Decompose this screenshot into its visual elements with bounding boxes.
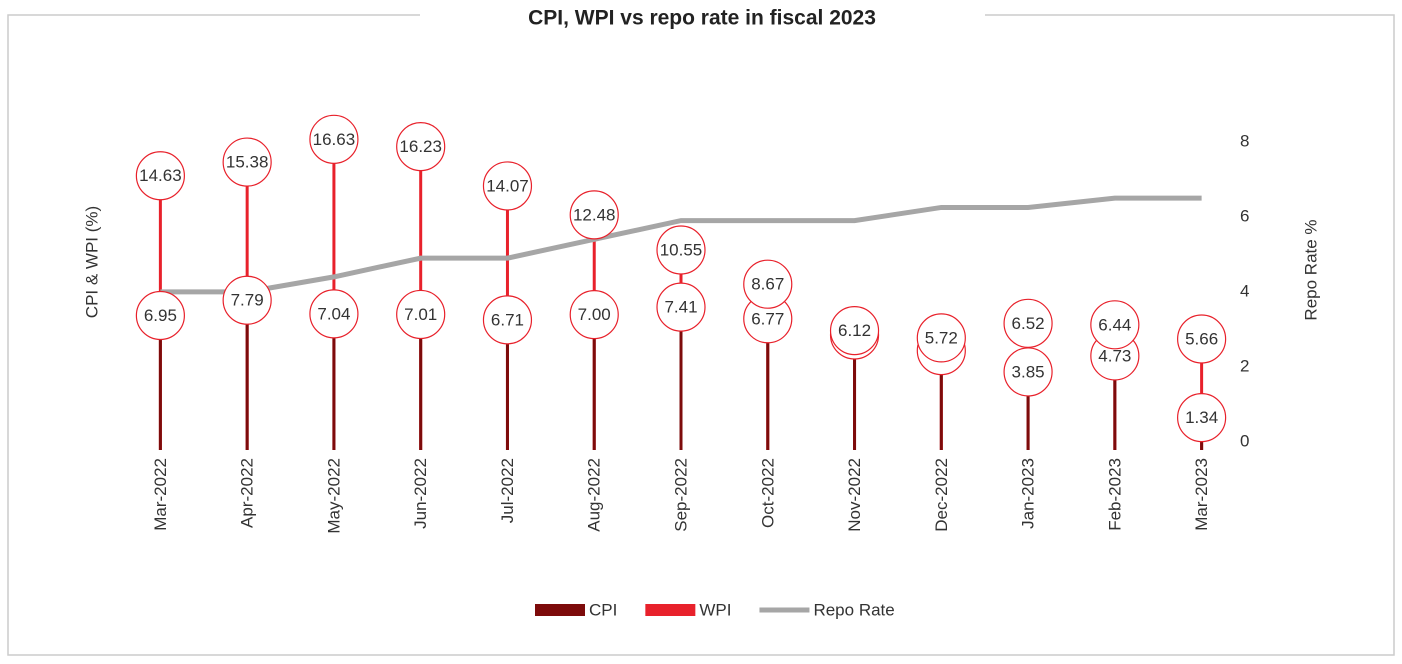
value-bubble [569,190,619,240]
value-label: 16.63 [313,130,356,149]
value-bubble [829,306,880,356]
value-bubble [916,313,966,363]
value-bubble [222,275,272,325]
value-label: 15.38 [226,153,269,172]
value-bubble [1003,298,1053,348]
value-label: 6.95 [144,306,177,325]
x-tick-label: Sep-2022 [671,458,690,532]
value-bubble [396,289,446,340]
chart-title: CPI, WPI vs repo rate in fiscal 2023 [528,7,876,30]
value-label: 6.44 [1098,315,1131,334]
value-label: 14.07 [486,176,529,195]
value-label: 7.00 [578,305,611,324]
x-tick-label: Jul-2022 [498,458,517,523]
value-label: 16.23 [399,137,442,156]
value-label: 12.48 [573,205,616,224]
frame [7,14,1395,656]
x-tick-label: Feb-2023 [1105,458,1124,531]
value-bubble [482,295,533,345]
value-label: 4.73 [1098,346,1131,365]
x-tick-label: Aug-2022 [585,458,604,532]
value-bubble [135,290,185,341]
value-label: 8.67 [751,275,784,294]
x-tick-label: Oct-2022 [758,458,777,528]
x-tick-label: Jun-2022 [411,458,430,529]
value-label: 6.52 [1012,314,1045,333]
value-bubble [396,122,446,172]
y2-tick-label: 0 [1240,431,1249,450]
value-label: 14.63 [139,166,182,185]
y2-tick-label: 8 [1240,131,1249,150]
value-label: 3.85 [1012,362,1045,381]
legend-swatch [535,604,585,616]
value-bubble [656,282,706,332]
value-bubble [1177,393,1227,443]
value-label: 1.34 [1185,408,1218,427]
value-bubble [656,225,706,275]
y-axis-label: CPI & WPI (%) [82,206,101,318]
y2-tick-label: 4 [1240,281,1249,300]
value-bubble [1090,300,1140,350]
repo-line [160,195,1202,295]
x-tick-label: May-2022 [324,458,343,534]
legend-label: WPI [699,600,731,619]
x-tick-label: Mar-2023 [1192,458,1211,531]
x-tick-label: Dec-2022 [932,458,951,532]
x-tick-label: Jan-2023 [1019,458,1038,529]
value-label: 5.72 [925,328,958,347]
legend-swatch [645,604,696,616]
value-label: 10.55 [660,240,703,259]
value-bubble [569,290,619,340]
value-label: 7.79 [231,291,264,310]
x-tick-label: Nov-2022 [845,458,864,532]
value-label: 5.66 [1185,329,1218,348]
y2-tick-label: 6 [1240,206,1249,225]
value-bubble [309,114,359,164]
value-bubble [222,137,272,187]
y2-axis-label: Repo Rate % [1301,219,1320,320]
value-label: 7.01 [404,305,437,324]
value-bubble [1177,314,1227,364]
value-label: 6.77 [751,309,784,328]
value-label: 6.71 [491,310,524,329]
y2-tick-label: 2 [1240,356,1249,375]
value-bubble [309,289,359,339]
legend-label: CPI [589,600,617,619]
value-label: 7.04 [317,304,350,323]
value-bubble [482,161,533,211]
value-label: 6.12 [838,321,871,340]
value-label: 7.41 [664,298,697,317]
x-tick-label: Apr-2022 [238,458,257,528]
x-tick-label: Mar-2022 [151,458,170,531]
value-bubble [743,259,793,309]
value-bubble [135,151,185,201]
legend-label: Repo Rate [813,600,894,619]
